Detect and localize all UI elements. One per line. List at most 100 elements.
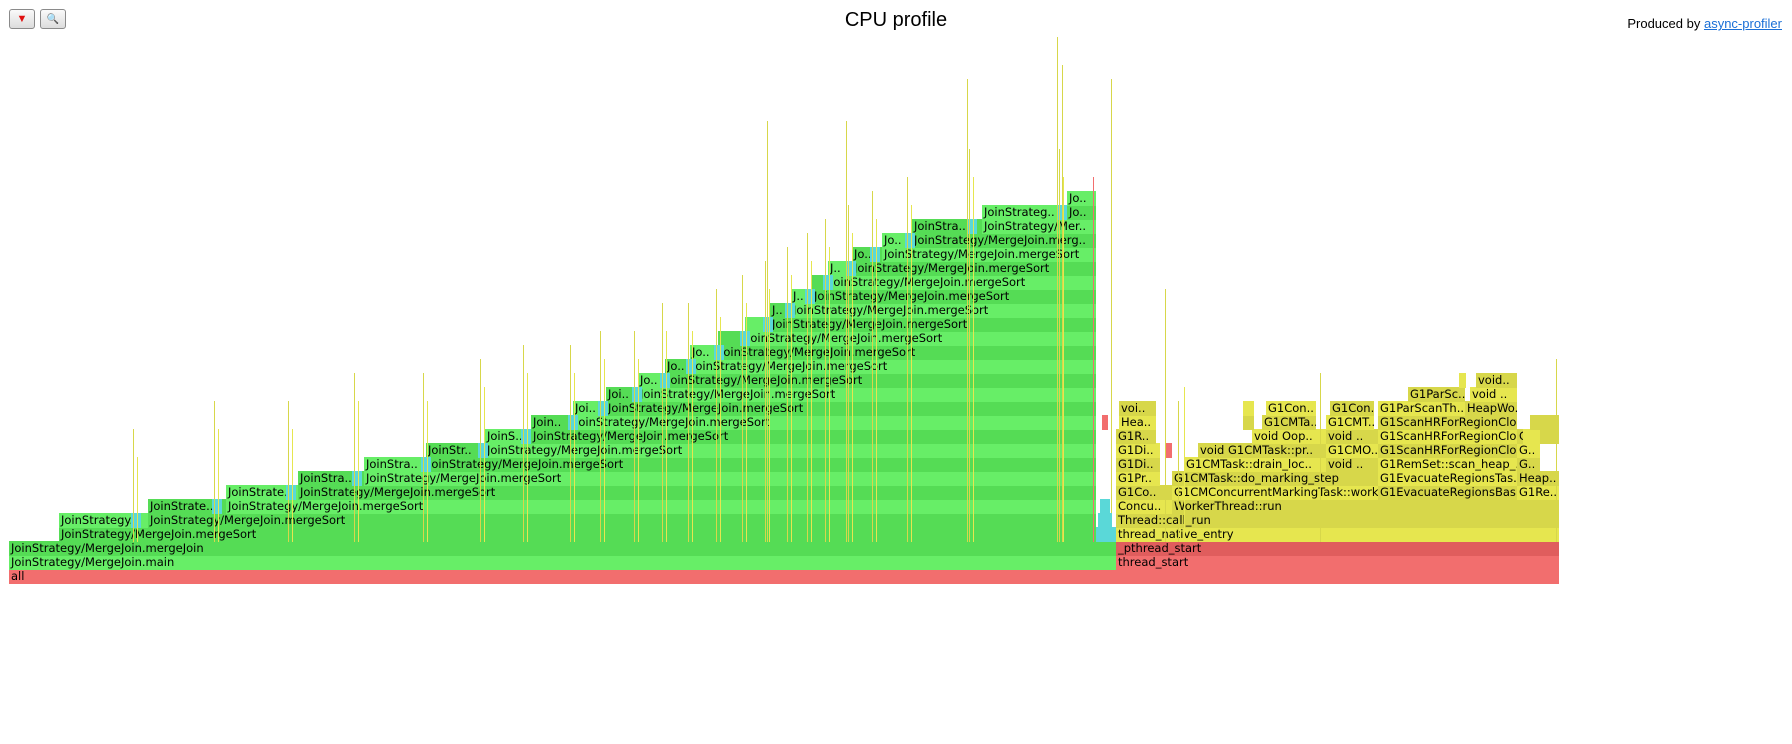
flame-frame-sliver[interactable] bbox=[911, 513, 912, 528]
flame-frame-sliver[interactable] bbox=[811, 261, 812, 276]
flame-frame-sliver[interactable] bbox=[907, 177, 908, 192]
flame-frame-sliver[interactable] bbox=[1556, 471, 1557, 486]
flame-frame-sliver[interactable] bbox=[423, 373, 424, 388]
flame-frame-sliver[interactable] bbox=[769, 457, 770, 472]
flame-frame-sliver[interactable] bbox=[742, 331, 743, 346]
flame-frame-sliver[interactable] bbox=[358, 415, 359, 430]
frame-merge-sort[interactable]: JoinStrategy/MergeJoin.mergeSort bbox=[59, 527, 1096, 542]
flame-frame-sliver[interactable] bbox=[811, 401, 812, 416]
flame-frame-sliver[interactable] bbox=[907, 345, 908, 360]
flame-frame-sliver[interactable] bbox=[846, 261, 847, 276]
flame-frame-sliver[interactable] bbox=[811, 359, 812, 374]
flame-frame-sliver[interactable] bbox=[876, 219, 877, 234]
flame-frame-sliver[interactable] bbox=[811, 317, 812, 332]
frame-thread-call-run[interactable]: Thread::call_run bbox=[1116, 513, 1559, 528]
flame-frame-sliver[interactable] bbox=[852, 317, 853, 332]
flame-frame-sliver[interactable] bbox=[969, 387, 970, 402]
flame-frame-sliver[interactable] bbox=[1165, 527, 1166, 542]
flame-frame-sliver[interactable] bbox=[825, 275, 826, 290]
flame-frame-sliver[interactable] bbox=[133, 485, 134, 500]
flame-frame-sliver[interactable] bbox=[527, 429, 528, 444]
frame-g1[interactable] bbox=[1459, 373, 1466, 388]
frame-join-strategy[interactable]: JoinStra.. bbox=[364, 457, 426, 472]
flame-frame-sliver[interactable] bbox=[662, 317, 663, 332]
flame-frame-sliver[interactable] bbox=[638, 401, 639, 416]
flame-frame-sliver[interactable] bbox=[1062, 317, 1063, 332]
flame-frame-sliver[interactable] bbox=[969, 443, 970, 458]
flame-frame-sliver[interactable] bbox=[807, 471, 808, 486]
flame-frame-sliver[interactable] bbox=[692, 457, 693, 472]
flame-frame-sliver[interactable] bbox=[1178, 443, 1179, 458]
frame-join-strategy[interactable]: JoinS.. bbox=[485, 429, 531, 444]
flame-frame-sliver[interactable] bbox=[1059, 527, 1060, 542]
flame-frame-sliver[interactable] bbox=[1184, 387, 1185, 402]
flame-frame-sliver[interactable] bbox=[742, 303, 743, 318]
reverse-toggle-button[interactable]: ▼ bbox=[9, 9, 35, 29]
search-button[interactable]: 🔍 bbox=[40, 9, 66, 29]
flame-frame-sliver[interactable] bbox=[1111, 317, 1112, 332]
frame-cyan-stub[interactable] bbox=[1100, 499, 1110, 514]
flame-frame-sliver[interactable] bbox=[1178, 457, 1179, 472]
flame-frame-sliver[interactable] bbox=[688, 499, 689, 514]
flame-frame-sliver[interactable] bbox=[716, 317, 717, 332]
flame-frame-sliver[interactable] bbox=[872, 191, 873, 206]
flame-frame-sliver[interactable] bbox=[688, 443, 689, 458]
flame-frame-sliver[interactable] bbox=[825, 499, 826, 514]
flame-frame-sliver[interactable] bbox=[666, 345, 667, 360]
flame-frame-sliver[interactable] bbox=[967, 471, 968, 486]
flame-frame-sliver[interactable] bbox=[600, 471, 601, 486]
flame-frame-sliver[interactable] bbox=[1062, 527, 1063, 542]
flame-frame-sliver[interactable] bbox=[872, 219, 873, 234]
flame-frame-sliver[interactable] bbox=[967, 527, 968, 542]
flame-frame-sliver[interactable] bbox=[1111, 499, 1112, 514]
flame-frame-sliver[interactable] bbox=[1057, 93, 1058, 108]
frame-g1[interactable]: G1CMT.. bbox=[1326, 415, 1374, 430]
flame-frame-sliver[interactable] bbox=[769, 527, 770, 542]
flame-frame-sliver[interactable] bbox=[911, 205, 912, 220]
flame-frame-sliver[interactable] bbox=[1165, 457, 1166, 472]
flame-frame-sliver[interactable] bbox=[848, 527, 849, 542]
flame-frame-sliver[interactable] bbox=[973, 275, 974, 290]
frame-g1[interactable]: G1ScanHRForRegionClo.. bbox=[1378, 415, 1517, 430]
flame-frame-sliver[interactable] bbox=[911, 275, 912, 290]
flame-frame-sliver[interactable] bbox=[1556, 513, 1557, 528]
flame-frame-sliver[interactable] bbox=[746, 527, 747, 542]
flame-frame-sliver[interactable] bbox=[807, 415, 808, 430]
flame-frame-sliver[interactable] bbox=[720, 527, 721, 542]
flame-frame-sliver[interactable] bbox=[1063, 471, 1064, 486]
flame-frame-sliver[interactable] bbox=[1063, 401, 1064, 416]
flame-frame-sliver[interactable] bbox=[769, 359, 770, 374]
flame-frame-sliver[interactable] bbox=[720, 359, 721, 374]
flame-frame-sliver[interactable] bbox=[214, 401, 215, 416]
flame-frame-sliver[interactable] bbox=[1057, 345, 1058, 360]
flame-frame-sliver[interactable] bbox=[358, 471, 359, 486]
flame-frame-sliver[interactable] bbox=[848, 471, 849, 486]
flame-frame-sliver[interactable] bbox=[969, 345, 970, 360]
flame-frame-sliver[interactable] bbox=[1165, 387, 1166, 402]
frame-cyan-stub[interactable] bbox=[740, 331, 750, 346]
flame-frame-sliver[interactable] bbox=[716, 485, 717, 500]
frame-cyan-stub[interactable] bbox=[1098, 513, 1112, 528]
flame-frame-sliver[interactable] bbox=[1057, 79, 1058, 94]
flame-frame-sliver[interactable] bbox=[872, 261, 873, 276]
flame-frame-sliver[interactable] bbox=[480, 359, 481, 374]
flame-frame-sliver[interactable] bbox=[574, 429, 575, 444]
flame-frame-sliver[interactable] bbox=[218, 471, 219, 486]
flame-frame-sliver[interactable] bbox=[480, 527, 481, 542]
frame-join-strategy[interactable]: Join.. bbox=[531, 415, 573, 430]
flame-frame-sliver[interactable] bbox=[967, 79, 968, 94]
flame-frame-sliver[interactable] bbox=[848, 373, 849, 388]
flame-frame-sliver[interactable] bbox=[848, 499, 849, 514]
flame-frame-sliver[interactable] bbox=[634, 443, 635, 458]
flame-frame-sliver[interactable] bbox=[767, 485, 768, 500]
frame-join-strategy[interactable]: JoinStrateg.. bbox=[982, 205, 1067, 220]
flame-frame-sliver[interactable] bbox=[716, 527, 717, 542]
flame-frame-sliver[interactable] bbox=[791, 471, 792, 486]
flame-frame-sliver[interactable] bbox=[666, 415, 667, 430]
flame-frame-sliver[interactable] bbox=[852, 303, 853, 318]
flame-frame-sliver[interactable] bbox=[846, 345, 847, 360]
flame-frame-sliver[interactable] bbox=[720, 373, 721, 388]
flame-frame-sliver[interactable] bbox=[292, 443, 293, 458]
flame-frame-sliver[interactable] bbox=[742, 415, 743, 430]
flame-frame-sliver[interactable] bbox=[688, 471, 689, 486]
